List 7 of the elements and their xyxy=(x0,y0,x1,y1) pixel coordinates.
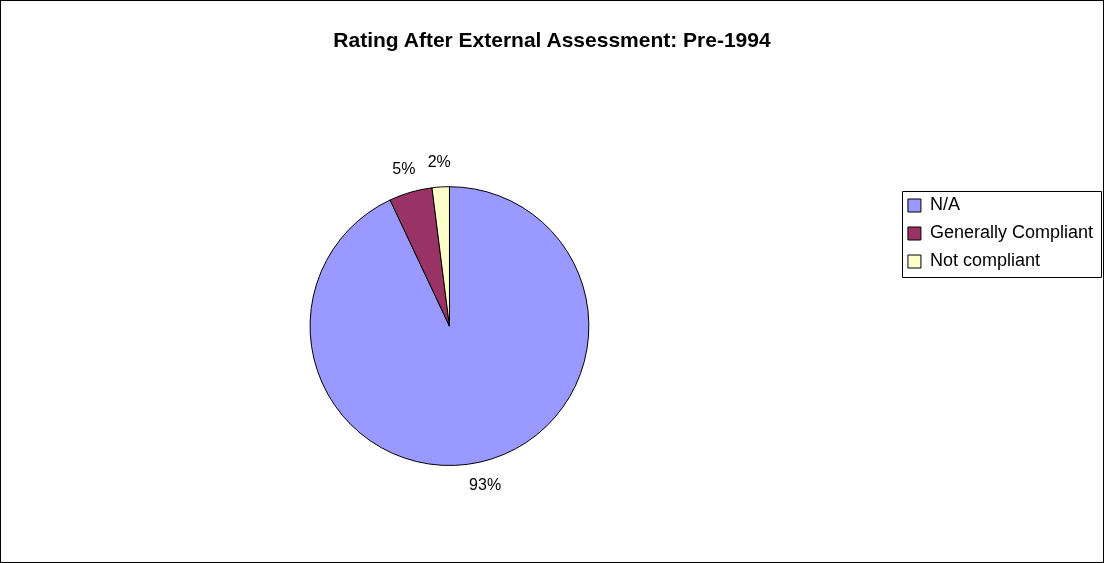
data-label: 2% xyxy=(427,153,451,171)
legend-label: Not compliant xyxy=(929,250,1040,271)
legend-label: Generally Compliant xyxy=(929,222,1094,243)
legend-label: N/A xyxy=(929,194,960,215)
data-label: 5% xyxy=(392,159,416,177)
chart-title: Rating After External Assessment: Pre-1994 xyxy=(333,28,771,52)
data-label: 93% xyxy=(469,475,502,493)
